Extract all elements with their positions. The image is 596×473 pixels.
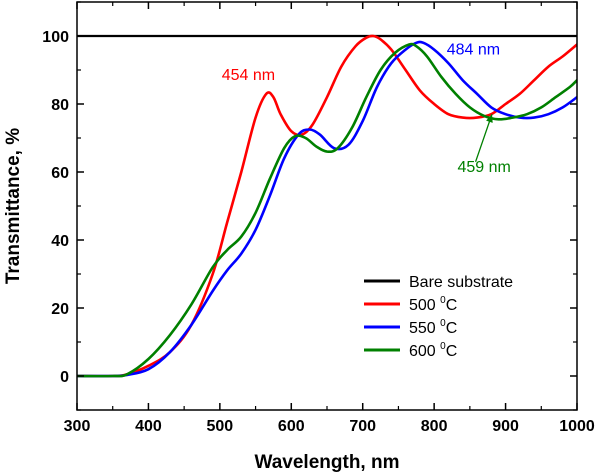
y-tick-label: 80 — [51, 97, 69, 114]
legend-label-suffix: C — [446, 320, 458, 337]
x-tick-label: 600 — [278, 418, 305, 435]
x-tick-label: 400 — [135, 418, 162, 435]
legend-label-suffix: C — [446, 343, 458, 360]
legend-label-text: 600 — [409, 343, 440, 360]
series-line-500c-line — [77, 34, 577, 378]
legend-label-text: Bare substrate — [409, 274, 513, 291]
series-line-600c-line — [77, 42, 577, 378]
annotation-459nm-arrow-head — [486, 114, 493, 123]
legend-label-bare-substrate-line: Bare substrate — [409, 274, 513, 291]
legend-label-text: 500 — [409, 297, 440, 314]
legend-label-sup: 0 — [440, 318, 446, 329]
annotation-484nm: 484 nm — [447, 42, 500, 59]
legend-label-550c-line: 550 0C — [409, 318, 457, 337]
annotation-454nm: 454 nm — [222, 67, 275, 84]
x-tick-label: 900 — [492, 418, 519, 435]
x-tick-label: 300 — [64, 418, 91, 435]
x-tick-label: 800 — [421, 418, 448, 435]
annotation-459nm-arrow-line — [474, 113, 493, 163]
axes-layer — [76, 1, 578, 411]
plot-layer — [77, 34, 577, 378]
y-tick-label: 20 — [51, 301, 69, 318]
x-axis-title: Wavelength, nm — [255, 452, 400, 473]
series-line-550c-line — [77, 40, 577, 378]
legend-label-sup: 0 — [440, 341, 446, 352]
y-axis-title: Transmittance, % — [3, 128, 24, 284]
y-tick-label: 60 — [51, 165, 69, 182]
y-tick-label: 0 — [60, 369, 69, 386]
plot-frame — [76, 1, 578, 411]
legend-label-500c-line: 500 0C — [409, 295, 457, 314]
legend-label-suffix: C — [446, 297, 458, 314]
legend-label-text: 550 — [409, 320, 440, 337]
x-tick-label: 1000 — [559, 418, 595, 435]
legend-label-sup: 0 — [440, 295, 446, 306]
x-tick-label: 500 — [207, 418, 234, 435]
labels-layer: 300 400 500 600 700 800 900 1000 0 20 40 60 80 100 Wav… — [3, 29, 595, 473]
legend-label-600c-line: 600 0C — [409, 341, 457, 360]
y-tick-label: 40 — [51, 233, 69, 250]
x-tick-label: 700 — [349, 418, 376, 435]
y-tick-label: 100 — [42, 29, 69, 46]
annotation-459nm: 459 nm — [457, 159, 510, 176]
